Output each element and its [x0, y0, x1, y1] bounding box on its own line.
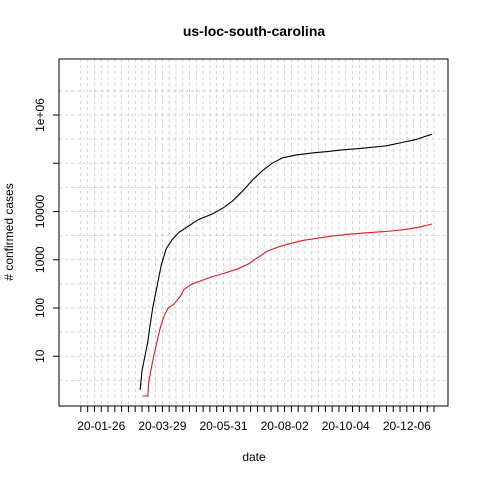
x-axis: 20-01-26 20-03-29 20-05-31 20-08-02 20-10-04…	[77, 406, 435, 433]
series-line-1	[139, 133, 433, 391]
chart-title: us-loc-south-carolina	[183, 23, 326, 39]
y-tick-label: 10000	[33, 195, 47, 229]
x-tick-label: 20-05-31	[199, 419, 247, 433]
x-tick-label: 20-01-26	[77, 419, 125, 433]
series-layer	[139, 133, 433, 397]
y-axis: 10 100 1000 10000 1e+06	[33, 98, 59, 363]
plot-frame	[58, 58, 449, 407]
x-tick-label: 20-03-29	[138, 419, 186, 433]
series-line-2	[143, 223, 433, 397]
y-tick-label: 1e+06	[33, 98, 47, 132]
y-tick-label: 100	[33, 298, 47, 318]
x-axis-label: date	[242, 450, 266, 464]
x-tick-label: 20-12-06	[383, 419, 431, 433]
y-tick-label: 1000	[33, 246, 47, 273]
x-tick-label: 20-10-04	[322, 419, 370, 433]
x-tick-label: 20-08-02	[261, 419, 309, 433]
y-axis-label: # confirmed cases	[2, 183, 16, 280]
y-tick-label: 10	[33, 349, 47, 363]
grid-layer	[59, 59, 448, 406]
